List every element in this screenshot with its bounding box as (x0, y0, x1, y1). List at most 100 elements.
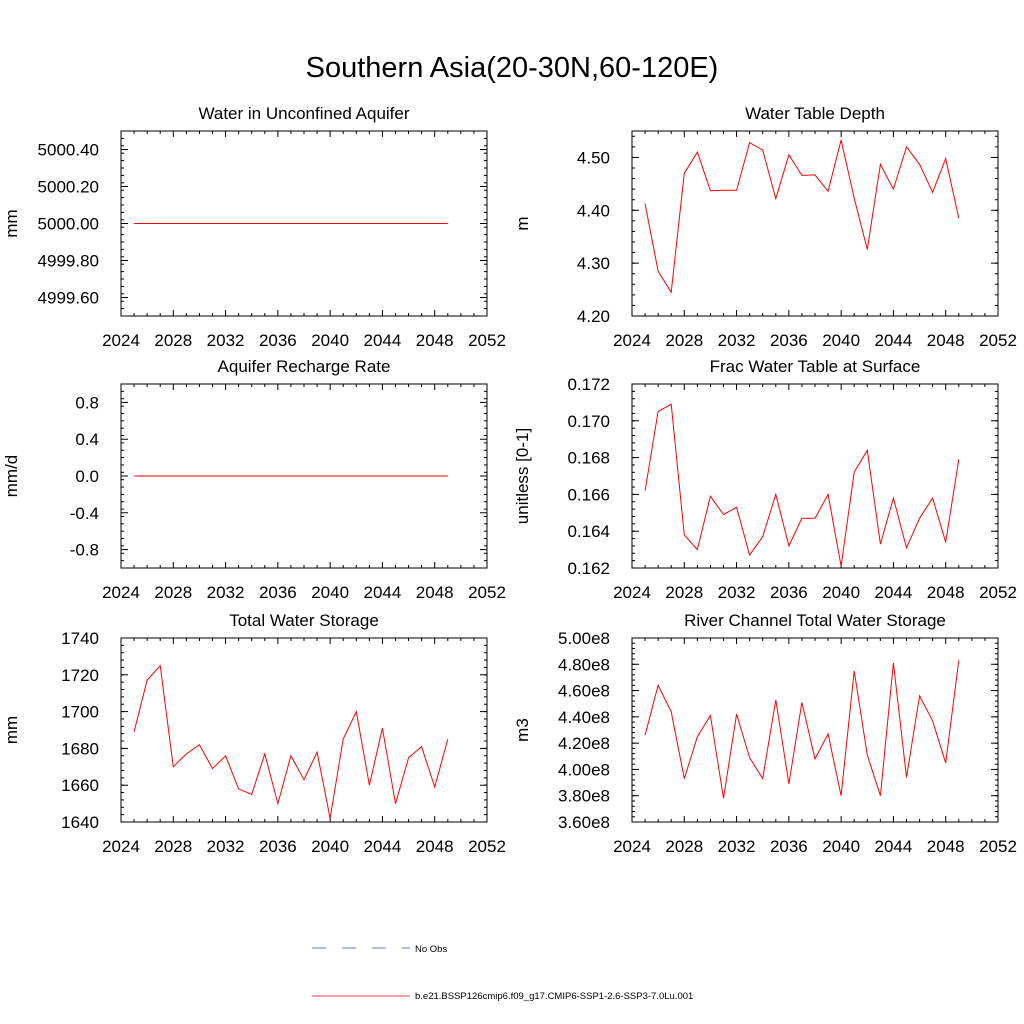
y-tick-label: 5000.20 (38, 178, 99, 197)
series-line-1 (644, 660, 960, 799)
y-tick-label: -0.8 (70, 541, 99, 560)
x-tick-label: 2048 (416, 583, 454, 602)
x-tick-label: 2052 (979, 837, 1017, 856)
y-tick-label: 3.60e8 (558, 813, 610, 832)
y-tick-label: 4.50 (577, 148, 610, 167)
chart-panel-3: Aquifer Recharge Rate mm/d 2024 2028 2032 203… (2, 357, 506, 602)
y-tick-label: 0.4 (75, 430, 99, 449)
y-axis-label: m (513, 216, 532, 230)
figure-title: Southern Asia(20-30N,60-120E) (305, 52, 719, 84)
y-tick-label: 4.30 (577, 254, 610, 273)
x-tick-label: 2032 (718, 331, 756, 350)
x-tick-label: 2032 (718, 583, 756, 602)
plot-frame (120, 637, 488, 823)
y-tick-label: 0.170 (567, 412, 610, 431)
x-tick-label: 2048 (416, 331, 454, 350)
y-tick-label: 0.162 (567, 559, 610, 578)
y-tick-label: 0.166 (567, 485, 610, 504)
series-line-1 (133, 664, 449, 819)
y-tick-label: 4.60e8 (558, 682, 610, 701)
x-tick-label: 2044 (875, 837, 913, 856)
panel-title: Water Table Depth (745, 104, 885, 123)
y-tick-label: 0.8 (75, 393, 99, 412)
y-axis-label: mm (2, 209, 21, 237)
x-tick-label: 2028 (665, 837, 703, 856)
x-tick-label: 2044 (364, 583, 402, 602)
x-tick-label: 2028 (665, 331, 703, 350)
x-tick-label: 2044 (364, 331, 402, 350)
y-axis-label: unitless [0-1] (513, 428, 532, 524)
y-tick-label: 4.80e8 (558, 655, 610, 674)
x-tick-label: 2044 (875, 331, 913, 350)
x-tick-label: 2048 (927, 583, 965, 602)
y-tick-label: 0.172 (567, 375, 610, 394)
legend-model-label: b.e21.BSSP126cmip6.f09_g17.CMIP6-SSP1-2.… (415, 991, 693, 1002)
x-tick-label: 2048 (927, 331, 965, 350)
y-tick-label: 4.40e8 (558, 708, 610, 727)
y-tick-label: -0.4 (70, 504, 99, 523)
x-tick-label: 2052 (979, 331, 1017, 350)
y-axis-label: mm (2, 716, 21, 744)
y-tick-label: 4.20e8 (558, 734, 610, 753)
x-tick-label: 2052 (468, 583, 506, 602)
x-tick-label: 2040 (311, 331, 349, 350)
plot-frame (631, 130, 999, 317)
x-tick-label: 2032 (207, 583, 245, 602)
x-tick-label: 2048 (927, 837, 965, 856)
y-tick-label: 5000.00 (38, 215, 99, 234)
y-tick-label: 1720 (61, 666, 99, 685)
legend: No Obs b.e21.BSSP126cmip6.f09_g17.CMIP6-… (312, 944, 693, 1002)
y-tick-label: 4.00e8 (558, 760, 610, 779)
x-tick-label: 2044 (875, 583, 913, 602)
x-tick-label: 2028 (154, 331, 192, 350)
y-tick-label: 4999.60 (38, 289, 99, 308)
y-tick-label: 1640 (61, 813, 99, 832)
y-axis-label: m3 (513, 718, 532, 742)
x-tick-label: 2040 (311, 583, 349, 602)
x-tick-label: 2048 (416, 837, 454, 856)
x-tick-label: 2032 (207, 331, 245, 350)
chart-panel-5: Total Water Storage mm 2024 2028 2032 2036 204… (2, 611, 506, 856)
series-line-1 (644, 139, 960, 294)
y-tick-label: 4.20 (577, 307, 610, 326)
x-tick-label: 2036 (770, 583, 808, 602)
panel-title: Aquifer Recharge Rate (218, 357, 391, 376)
x-tick-label: 2024 (102, 837, 140, 856)
chart-panels: Water in Unconfined Aquifer mm 2024 2028 203… (2, 104, 1017, 856)
plot-frame (631, 637, 999, 823)
x-tick-label: 2040 (311, 837, 349, 856)
y-tick-label: 0.168 (567, 449, 610, 468)
x-tick-label: 2052 (468, 331, 506, 350)
x-tick-label: 2028 (154, 837, 192, 856)
x-tick-label: 2024 (102, 331, 140, 350)
x-tick-label: 2032 (718, 837, 756, 856)
x-tick-label: 2036 (770, 837, 808, 856)
panel-title: Frac Water Table at Surface (710, 357, 921, 376)
x-tick-label: 2024 (102, 583, 140, 602)
x-tick-label: 2024 (613, 837, 651, 856)
x-tick-label: 2036 (259, 837, 297, 856)
x-tick-label: 2036 (259, 331, 297, 350)
panel-title: River Channel Total Water Storage (684, 611, 946, 630)
series-line-1 (644, 403, 960, 567)
x-tick-label: 2040 (822, 583, 860, 602)
plot-frame (631, 383, 999, 569)
x-tick-label: 2040 (822, 837, 860, 856)
x-tick-label: 2024 (613, 583, 651, 602)
y-tick-label: 5.00e8 (558, 629, 610, 648)
x-tick-label: 2028 (665, 583, 703, 602)
panel-title: Total Water Storage (229, 611, 379, 630)
y-axis-label: mm/d (2, 455, 21, 498)
legend-obs-label: No Obs (415, 944, 447, 955)
chart-panel-1: Water in Unconfined Aquifer mm 2024 2028 203… (2, 104, 506, 350)
y-tick-label: 5000.40 (38, 141, 99, 160)
x-tick-label: 2040 (822, 331, 860, 350)
y-tick-label: 1740 (61, 629, 99, 648)
chart-panel-2: Water Table Depth m 2024 2028 2032 2036 2040 20… (513, 104, 1017, 350)
chart-panel-4: Frac Water Table at Surface unitless [0-1… (513, 357, 1017, 602)
y-tick-label: 4999.80 (38, 252, 99, 271)
chart-panel-6: River Channel Total Water Storage m3 2024 2… (513, 611, 1017, 856)
y-tick-label: 1700 (61, 703, 99, 722)
x-tick-label: 2052 (468, 837, 506, 856)
x-tick-label: 2036 (770, 331, 808, 350)
